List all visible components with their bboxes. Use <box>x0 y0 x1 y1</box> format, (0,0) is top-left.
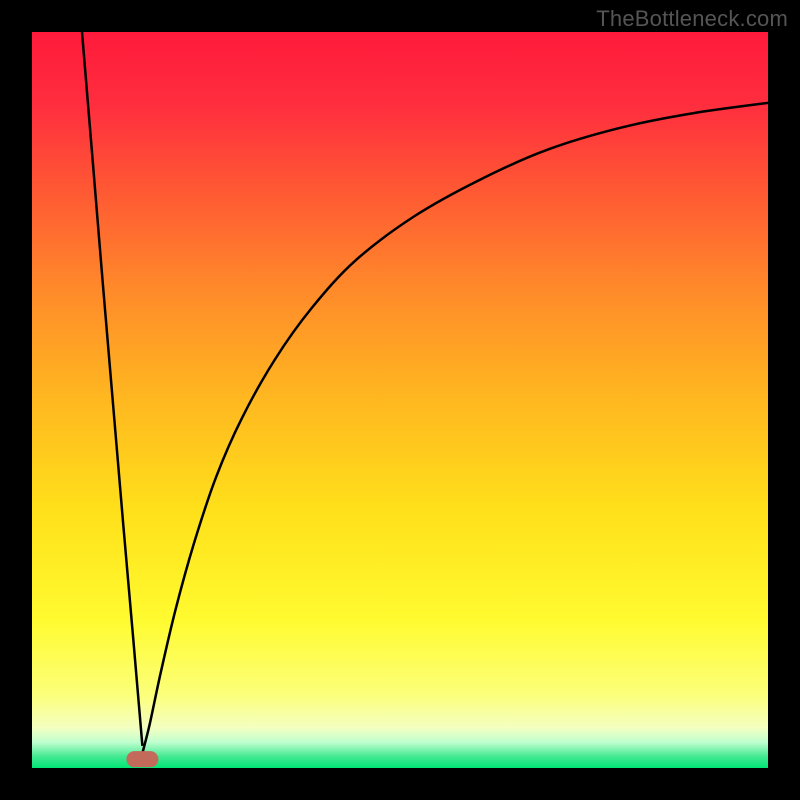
chart-container: { "watermark": { "text": "TheBottleneck.… <box>0 0 800 800</box>
bottleneck-marker <box>126 751 158 767</box>
gradient-background <box>32 32 768 768</box>
watermark-text: TheBottleneck.com <box>596 6 788 32</box>
bottleneck-chart <box>0 0 800 800</box>
